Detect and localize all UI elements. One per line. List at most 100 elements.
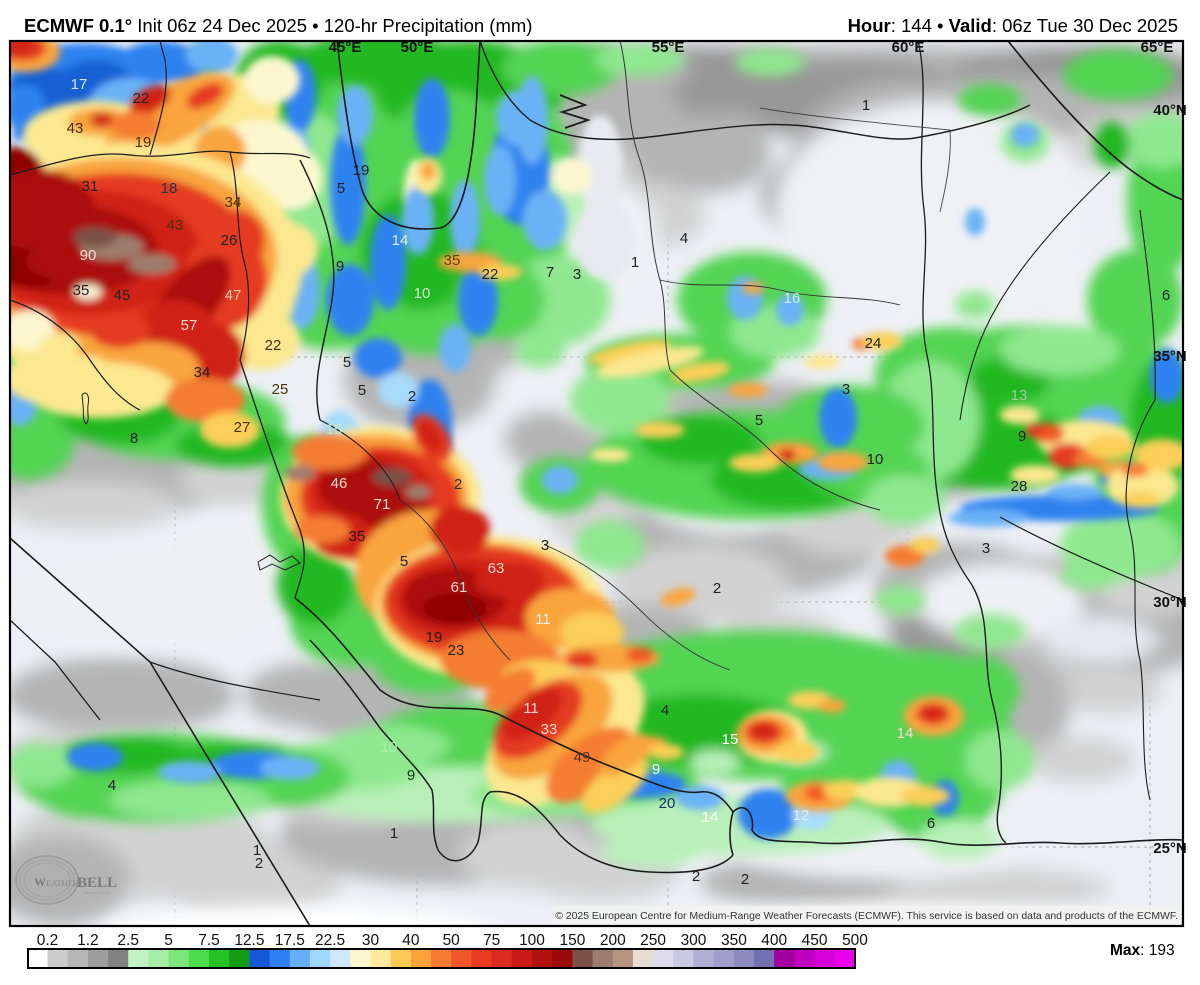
svg-text:47: 47 bbox=[225, 287, 242, 304]
svg-text:22: 22 bbox=[482, 266, 499, 283]
svg-text:1: 1 bbox=[253, 842, 261, 859]
svg-text:2: 2 bbox=[692, 868, 700, 885]
svg-text:9: 9 bbox=[407, 767, 415, 784]
svg-text:63: 63 bbox=[488, 560, 505, 577]
svg-text:50: 50 bbox=[443, 932, 461, 949]
svg-text:500: 500 bbox=[842, 932, 868, 949]
svg-text:5: 5 bbox=[755, 412, 763, 429]
svg-text:6: 6 bbox=[927, 815, 935, 832]
svg-text:1: 1 bbox=[862, 97, 870, 114]
svg-text:100: 100 bbox=[519, 932, 545, 949]
svg-text:35: 35 bbox=[349, 528, 366, 545]
svg-text:2: 2 bbox=[408, 388, 416, 405]
svg-text:61: 61 bbox=[451, 579, 468, 596]
svg-text:9: 9 bbox=[652, 761, 660, 778]
svg-text:12: 12 bbox=[793, 807, 810, 824]
svg-text:0.2: 0.2 bbox=[37, 932, 59, 949]
svg-text:7: 7 bbox=[546, 264, 554, 281]
svg-text:Hour: 144 • Valid: 06z Tue 30: Hour: 144 • Valid: 06z Tue 30 Dec 2025 bbox=[848, 15, 1178, 36]
svg-text:30: 30 bbox=[362, 932, 380, 949]
svg-text:43: 43 bbox=[167, 217, 184, 234]
svg-text:28: 28 bbox=[1011, 478, 1028, 495]
svg-text:11: 11 bbox=[535, 611, 551, 628]
svg-text:25: 25 bbox=[272, 381, 289, 398]
svg-text:Analytics LLC: Analytics LLC bbox=[84, 890, 111, 895]
svg-text:35°N: 35°N bbox=[1153, 348, 1187, 365]
svg-text:3: 3 bbox=[842, 381, 850, 398]
svg-text:5: 5 bbox=[164, 932, 173, 949]
svg-text:1: 1 bbox=[390, 825, 398, 842]
svg-text:19: 19 bbox=[135, 134, 152, 151]
svg-text:4: 4 bbox=[108, 777, 116, 794]
svg-text:ECMWF 0.1° Init 06z 24 Dec 202: ECMWF 0.1° Init 06z 24 Dec 2025 • 120-hr… bbox=[24, 15, 532, 36]
svg-text:200: 200 bbox=[600, 932, 626, 949]
svg-text:50°E: 50°E bbox=[401, 39, 434, 56]
svg-text:57: 57 bbox=[181, 317, 198, 334]
svg-text:19: 19 bbox=[353, 162, 370, 179]
svg-text:15: 15 bbox=[722, 731, 739, 748]
svg-text:16: 16 bbox=[784, 290, 801, 307]
svg-text:5: 5 bbox=[343, 354, 351, 371]
svg-text:75: 75 bbox=[483, 932, 500, 949]
svg-text:55°E: 55°E bbox=[652, 39, 685, 56]
svg-text:150: 150 bbox=[559, 932, 585, 949]
svg-text:300: 300 bbox=[681, 932, 707, 949]
svg-text:5: 5 bbox=[337, 180, 345, 197]
svg-text:33: 33 bbox=[541, 721, 558, 738]
svg-text:4: 4 bbox=[661, 702, 669, 719]
svg-text:7.5: 7.5 bbox=[198, 932, 220, 949]
svg-text:30°N: 30°N bbox=[1153, 594, 1187, 611]
svg-text:6: 6 bbox=[1162, 287, 1170, 304]
svg-text:60°E: 60°E bbox=[892, 39, 925, 56]
svg-text:400: 400 bbox=[761, 932, 787, 949]
svg-text:17: 17 bbox=[71, 76, 88, 93]
svg-text:2: 2 bbox=[713, 580, 721, 597]
svg-text:35: 35 bbox=[444, 252, 461, 269]
svg-text:31: 31 bbox=[82, 178, 99, 195]
svg-text:40: 40 bbox=[402, 932, 420, 949]
svg-text:71: 71 bbox=[374, 496, 391, 513]
svg-text:4: 4 bbox=[680, 230, 688, 247]
svg-text:90: 90 bbox=[80, 247, 97, 264]
svg-text:8: 8 bbox=[130, 430, 138, 447]
svg-text:14: 14 bbox=[392, 232, 409, 249]
svg-text:250: 250 bbox=[640, 932, 666, 949]
svg-text:40°N: 40°N bbox=[1153, 102, 1187, 119]
svg-text:45°E: 45°E bbox=[329, 39, 362, 56]
svg-text:11: 11 bbox=[523, 700, 539, 717]
svg-text:49: 49 bbox=[574, 749, 591, 766]
svg-text:27: 27 bbox=[234, 419, 251, 436]
svg-text:5: 5 bbox=[358, 382, 366, 399]
svg-text:10: 10 bbox=[867, 451, 884, 468]
svg-text:65°E: 65°E bbox=[1141, 39, 1174, 56]
svg-text:22.5: 22.5 bbox=[315, 932, 345, 949]
svg-text:10: 10 bbox=[381, 739, 398, 756]
svg-text:12.5: 12.5 bbox=[234, 932, 264, 949]
svg-text:14: 14 bbox=[702, 809, 719, 826]
svg-text:W: W bbox=[34, 875, 46, 889]
svg-text:1: 1 bbox=[631, 254, 639, 271]
svg-text:22: 22 bbox=[133, 90, 150, 107]
svg-text:19: 19 bbox=[426, 629, 443, 646]
svg-text:23: 23 bbox=[448, 642, 465, 659]
svg-text:350: 350 bbox=[721, 932, 747, 949]
svg-text:5: 5 bbox=[400, 553, 408, 570]
svg-text:2.5: 2.5 bbox=[117, 932, 139, 949]
svg-text:© 2025 European Centre for Med: © 2025 European Centre for Medium-Range … bbox=[555, 911, 1178, 922]
svg-text:BELL: BELL bbox=[77, 875, 117, 891]
svg-text:10: 10 bbox=[414, 285, 431, 302]
svg-text:45: 45 bbox=[114, 287, 131, 304]
svg-text:2: 2 bbox=[255, 855, 263, 872]
svg-text:Max: 193: Max: 193 bbox=[1110, 942, 1175, 959]
svg-text:9: 9 bbox=[1018, 428, 1026, 445]
svg-text:34: 34 bbox=[194, 364, 211, 381]
svg-text:2: 2 bbox=[454, 476, 462, 493]
svg-text:1.2: 1.2 bbox=[77, 932, 99, 949]
svg-text:13: 13 bbox=[1011, 387, 1028, 404]
svg-text:9: 9 bbox=[336, 258, 344, 275]
svg-text:24: 24 bbox=[865, 335, 882, 352]
svg-text:18: 18 bbox=[161, 180, 178, 197]
svg-text:22: 22 bbox=[265, 337, 282, 354]
svg-text:46: 46 bbox=[331, 475, 348, 492]
svg-text:20: 20 bbox=[659, 795, 676, 812]
